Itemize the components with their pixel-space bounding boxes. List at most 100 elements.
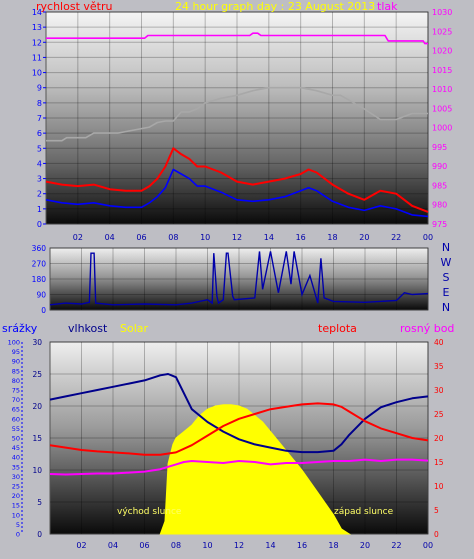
x-tick-label: 00 <box>423 233 433 242</box>
left-tick-label: 7 <box>37 114 42 123</box>
left-tick-label: 13 <box>32 23 42 32</box>
rain-tick-label: 95 <box>12 348 20 356</box>
temp-tick-label: 10 <box>434 482 444 491</box>
x-tick-label: 20 <box>359 233 369 242</box>
x-tick-label: 10 <box>202 541 212 550</box>
rain-tick-label: 15 <box>12 502 20 510</box>
rain-tick-label: 75 <box>12 387 20 395</box>
temp-x-axis-ticks: 02 04 06 08 10 12 14 16 18 20 22 00 <box>76 541 433 550</box>
compass-s: S <box>443 271 450 284</box>
x-tick-label: 18 <box>328 541 338 550</box>
left-tick-label: 2 <box>37 190 42 199</box>
temp-grid <box>50 341 429 535</box>
dew-point-label: rosný bod <box>400 322 454 335</box>
humidity-tick-label: 25 <box>32 370 42 379</box>
rain-tick-label: 5 <box>16 521 20 529</box>
right-tick-label: 975 <box>432 220 447 229</box>
series-pressure <box>46 32 428 45</box>
temp-axis-ticks: 0 5 10 15 20 25 30 35 40 <box>434 338 444 539</box>
rain-label: srážky <box>2 322 38 335</box>
x-tick-label: 18 <box>327 233 337 242</box>
rain-tick-label: 20 <box>12 492 20 500</box>
x-tick-label: 10 <box>200 233 210 242</box>
rain-tick-label: 80 <box>12 377 20 385</box>
humidity-axis-ticks: 0 5 10 15 20 25 30 <box>32 338 42 539</box>
temperature-label: teplota <box>318 322 357 335</box>
left-tick-label: 12 <box>32 38 42 47</box>
x-tick-label: 04 <box>105 233 115 242</box>
series-solar <box>159 404 351 535</box>
right-tick-label: 985 <box>432 181 447 190</box>
left-tick-label: 3 <box>37 175 42 184</box>
temp-tick-label: 20 <box>434 434 444 443</box>
x-tick-label: 06 <box>136 233 146 242</box>
humidity-tick-label: 15 <box>32 434 42 443</box>
rain-tick-label: 100 <box>8 339 20 347</box>
left-tick-label: 0 <box>37 220 42 229</box>
x-tick-label: 00 <box>423 541 433 550</box>
rain-tick-label: 25 <box>12 483 20 491</box>
left-tick-label: 4 <box>37 159 42 168</box>
temp-tick-label: 40 <box>434 338 444 347</box>
temp-tick-label: 30 <box>434 386 444 395</box>
x-tick-label: 20 <box>360 541 370 550</box>
rain-tick-label: 30 <box>12 473 20 481</box>
left-tick-label: 9 <box>37 84 42 93</box>
rain-tick-label: 65 <box>12 406 20 414</box>
right-tick-label: 1010 <box>432 85 452 94</box>
pressure-label: tlak <box>377 0 398 13</box>
x-tick-label: 12 <box>232 233 242 242</box>
compass-w: W <box>441 256 452 269</box>
x-tick-label: 22 <box>391 233 401 242</box>
series-direction_avg <box>46 86 428 142</box>
rain-tick-label: 85 <box>12 367 20 375</box>
direction-tick-label: 180 <box>32 275 47 284</box>
x-tick-label: 14 <box>264 233 274 242</box>
direction-tick-label: 360 <box>32 244 47 253</box>
wind-speed-label: rychlost větru <box>36 0 112 13</box>
humidity-tick-label: 10 <box>32 466 42 475</box>
right-tick-label: 995 <box>432 143 447 152</box>
rain-tick-label: 60 <box>12 415 20 423</box>
temp-tick-label: 35 <box>434 362 444 371</box>
temp-tick-label: 5 <box>434 506 439 515</box>
rain-tick-label: 90 <box>12 358 20 366</box>
rain-tick-label: 55 <box>12 425 20 433</box>
direction-series <box>49 251 429 306</box>
rain-tick-label: 50 <box>12 435 20 443</box>
x-tick-label: 02 <box>73 233 83 242</box>
x-tick-label: 08 <box>171 541 181 550</box>
series-direction <box>49 251 429 306</box>
pressure-right-axis-ticks: 975 980 985 990 995 1000 1005 1010 1015 1020 1025 1… <box>432 8 452 229</box>
x-tick-label: 22 <box>391 541 401 550</box>
humidity-tick-label: 5 <box>37 498 42 507</box>
humidity-tick-label: 20 <box>32 402 42 411</box>
direction-left-axis-ticks: 0 90 180 270 360 <box>32 244 47 315</box>
compass-n: N <box>442 301 450 314</box>
compass-n: N <box>442 241 450 254</box>
x-tick-label: 14 <box>265 541 275 550</box>
right-tick-label: 1000 <box>432 124 452 133</box>
x-tick-label: 06 <box>139 541 149 550</box>
wind-grid <box>46 11 429 225</box>
left-tick-label: 8 <box>37 99 42 108</box>
series-gust <box>45 147 429 213</box>
series-temp <box>49 402 429 456</box>
humidity-tick-label: 30 <box>32 338 42 347</box>
left-tick-label: 1 <box>37 205 42 214</box>
humidity-label: vlhkost <box>68 322 108 335</box>
left-tick-label: 6 <box>37 129 42 138</box>
rain-tick-label: 0 <box>16 531 20 539</box>
series-dew <box>49 458 429 476</box>
series-speed <box>45 168 429 218</box>
right-tick-label: 1025 <box>432 27 452 36</box>
wind-series <box>45 32 429 218</box>
rain-tick-label: 10 <box>12 511 20 519</box>
direction-tick-label: 0 <box>41 306 46 315</box>
x-tick-label: 02 <box>76 541 86 550</box>
right-tick-label: 1015 <box>432 66 452 75</box>
